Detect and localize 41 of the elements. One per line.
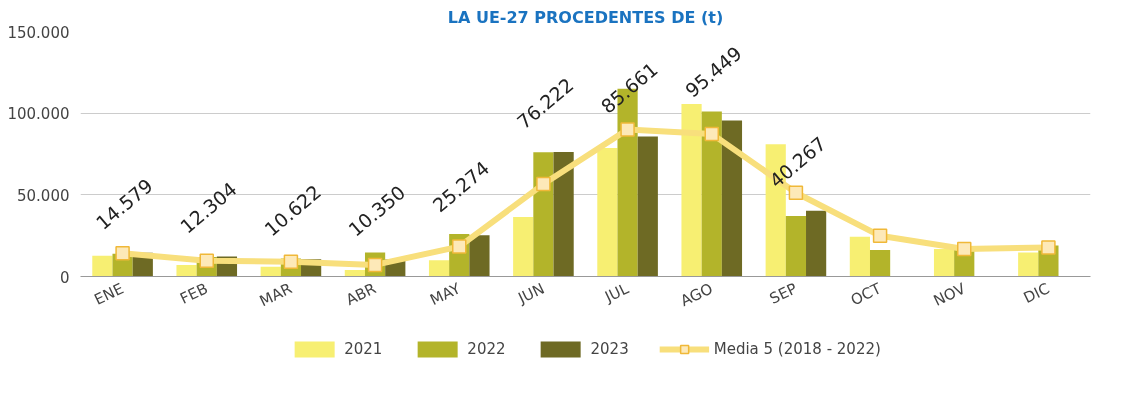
x-tick-label: ABR xyxy=(343,279,380,310)
bar xyxy=(933,249,955,277)
bar xyxy=(1018,252,1039,277)
x-tick-label: JUL xyxy=(601,279,633,307)
bar xyxy=(260,266,281,277)
x-tick-label: NOV xyxy=(930,279,969,310)
bar xyxy=(806,210,827,277)
bar xyxy=(849,236,870,277)
bar xyxy=(721,120,743,277)
y-tick-label: 100.000 xyxy=(7,105,70,124)
x-tick-label: OCT xyxy=(847,279,885,310)
bar xyxy=(428,260,450,277)
bar xyxy=(533,152,554,277)
bar xyxy=(469,235,490,277)
y-tick-label: 50.000 xyxy=(17,186,70,205)
legend-label: 2022 xyxy=(467,340,506,358)
x-tick-label: ENE xyxy=(91,279,127,309)
legend-label: Media 5 (2018 - 2022) xyxy=(713,340,881,358)
x-tick-label: MAR xyxy=(256,279,295,311)
bar xyxy=(344,269,365,277)
bar xyxy=(637,136,658,277)
x-tick-label: SEP xyxy=(766,279,800,308)
bar xyxy=(176,265,197,277)
bar xyxy=(92,255,113,277)
x-tick-label: JUN xyxy=(514,279,548,308)
bar xyxy=(701,111,722,277)
legend-label: 2023 xyxy=(590,340,629,358)
y-tick-label: 150.000 xyxy=(7,23,70,42)
y-tick-label: 0 xyxy=(59,268,70,287)
chart-title: LA UE-27 PROCEDENTES DE (t) xyxy=(447,7,724,27)
bar xyxy=(553,152,574,277)
bar xyxy=(785,216,807,277)
x-tick-label: DIC xyxy=(1020,279,1053,308)
bar xyxy=(513,216,534,277)
bar xyxy=(869,250,891,277)
bar xyxy=(597,147,618,277)
x-tick-label: MAY xyxy=(427,279,464,310)
x-tick-label: FEB xyxy=(177,279,211,308)
legend-label: 2021 xyxy=(344,340,383,358)
bar xyxy=(681,104,702,277)
x-tick-label: AGO xyxy=(677,279,716,311)
